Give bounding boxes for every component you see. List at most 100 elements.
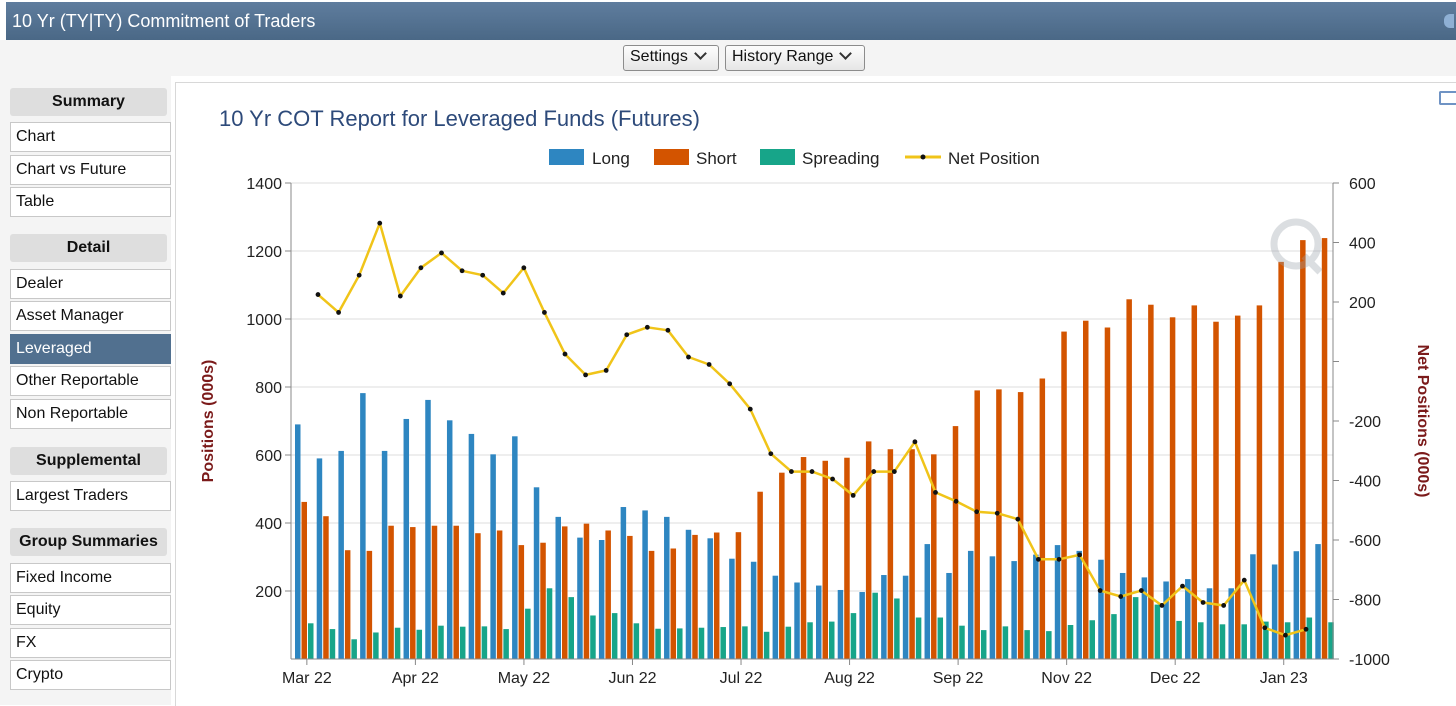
- x-tick-label: Apr 22: [392, 670, 439, 687]
- x-tick-label: Sep 22: [933, 670, 984, 687]
- sidebar-item-largest-traders[interactable]: Largest Traders: [10, 481, 171, 511]
- bar-spreading: [394, 627, 401, 659]
- bar-short: [1039, 378, 1046, 659]
- twitter-bird-icon[interactable]: [1444, 14, 1454, 28]
- bar-short: [496, 530, 503, 659]
- bar-spreading: [872, 592, 878, 659]
- bar-short: [453, 525, 459, 659]
- net-position-point: [1241, 577, 1247, 583]
- bar-long: [989, 556, 996, 659]
- bar-spreading: [525, 608, 531, 659]
- y-tick-label: 600: [255, 448, 282, 465]
- net-position-point: [1118, 594, 1124, 599]
- sidebar-item-non-reportable[interactable]: Non Reportable: [10, 399, 171, 429]
- history-range-label: History Range: [732, 48, 834, 65]
- legend-spreading-label[interactable]: Spreading: [802, 149, 880, 168]
- y-tick-label: 1200: [246, 244, 282, 261]
- legend: Long Short Spreading Net Position: [549, 149, 1040, 168]
- y2-tick-label: 400: [1349, 236, 1376, 253]
- x-tick-label: May 22: [498, 670, 551, 687]
- bar-long: [381, 450, 388, 659]
- net-position-point: [768, 451, 774, 457]
- y-tick-label: 1000: [246, 312, 282, 329]
- bar-spreading: [915, 617, 922, 659]
- sidebar-item-chart[interactable]: Chart: [10, 122, 171, 152]
- y-tick-label: 200: [255, 584, 282, 601]
- bar-long: [1271, 564, 1278, 659]
- bar-spreading: [937, 617, 944, 659]
- bar-short: [518, 545, 525, 659]
- bar-spreading: [850, 613, 857, 659]
- bar-spreading: [1002, 626, 1009, 659]
- sidebar-item-chart-vs-future[interactable]: Chart vs Future: [10, 155, 171, 185]
- bar-spreading: [481, 626, 488, 659]
- bar-spreading: [785, 626, 792, 659]
- sidebar-item-crypto[interactable]: Crypto: [10, 660, 171, 690]
- bar-long: [598, 540, 605, 659]
- sidebar-item-fx[interactable]: FX: [10, 628, 171, 658]
- bar-spreading: [829, 621, 835, 659]
- net-position-layer: [315, 220, 1309, 638]
- bar-short: [1061, 331, 1067, 659]
- bar-spreading: [763, 631, 770, 659]
- bar-short: [735, 532, 742, 659]
- bar-spreading: [351, 639, 357, 659]
- bar-short: [1213, 321, 1219, 659]
- bar-short: [692, 534, 698, 659]
- sidebar-item-leveraged[interactable]: Leveraged: [10, 334, 171, 364]
- bar-short: [475, 533, 481, 659]
- net-position-point: [974, 509, 980, 515]
- bar-long: [729, 558, 735, 659]
- bar-long: [360, 393, 366, 659]
- net-position-point: [542, 310, 547, 315]
- sidebar-header-group-summaries: Group Summaries: [10, 528, 167, 556]
- x-tick-label: Mar 22: [282, 670, 332, 687]
- bar-short: [410, 527, 416, 659]
- bar-spreading: [416, 629, 423, 659]
- bar-short: [1126, 299, 1132, 659]
- bar-spreading: [1176, 620, 1182, 659]
- legend-long-label[interactable]: Long: [592, 149, 630, 168]
- sidebar-item-dealer[interactable]: Dealer: [10, 269, 171, 299]
- settings-dropdown[interactable]: Settings: [623, 45, 719, 71]
- bar-spreading: [1024, 630, 1030, 659]
- bar-long: [1054, 545, 1061, 659]
- popout-window-icon[interactable]: [1439, 91, 1456, 105]
- axes-layer: 1400 1200 1000 800 600 400 200 600 400 200 -200 -40…: [246, 176, 1390, 687]
- bar-short: [865, 441, 872, 659]
- bar-short: [887, 449, 894, 659]
- net-position-point: [439, 250, 444, 256]
- bar-short: [757, 491, 763, 659]
- sidebar-item-table[interactable]: Table: [10, 187, 171, 217]
- legend-short-label[interactable]: Short: [696, 149, 737, 168]
- net-position-point: [789, 469, 794, 474]
- history-range-dropdown[interactable]: History Range: [725, 45, 865, 71]
- net-position-point: [891, 469, 897, 474]
- net-position-point: [830, 476, 835, 482]
- y-tick-label: 1400: [246, 176, 282, 193]
- sidebar-item-other-reportable[interactable]: Other Reportable: [10, 366, 171, 396]
- sidebar-item-asset-manager[interactable]: Asset Manager: [10, 301, 171, 331]
- bar-long: [750, 561, 757, 659]
- bar-spreading: [546, 588, 553, 659]
- legend-net-label[interactable]: Net Position: [948, 149, 1040, 168]
- net-position-point: [624, 332, 630, 338]
- y2-tick-label: -1000: [1349, 652, 1390, 669]
- bar-long: [707, 538, 713, 659]
- bar-long: [1250, 554, 1256, 659]
- net-position-point: [356, 272, 362, 278]
- net-position-point: [500, 290, 506, 296]
- bar-short: [583, 523, 590, 659]
- net-position-point: [850, 492, 856, 498]
- net-position-point: [521, 265, 527, 271]
- bar-short: [388, 525, 394, 659]
- bar-long: [295, 424, 301, 659]
- bar-spreading: [611, 613, 618, 659]
- net-position-point: [480, 272, 486, 278]
- y2-tick-label: -800: [1349, 593, 1381, 610]
- bar-spreading: [698, 627, 705, 659]
- sidebar-item-fixed-income[interactable]: Fixed Income: [10, 563, 171, 593]
- sidebar-item-equity[interactable]: Equity: [10, 595, 171, 625]
- y2-tick-label: 600: [1349, 176, 1376, 193]
